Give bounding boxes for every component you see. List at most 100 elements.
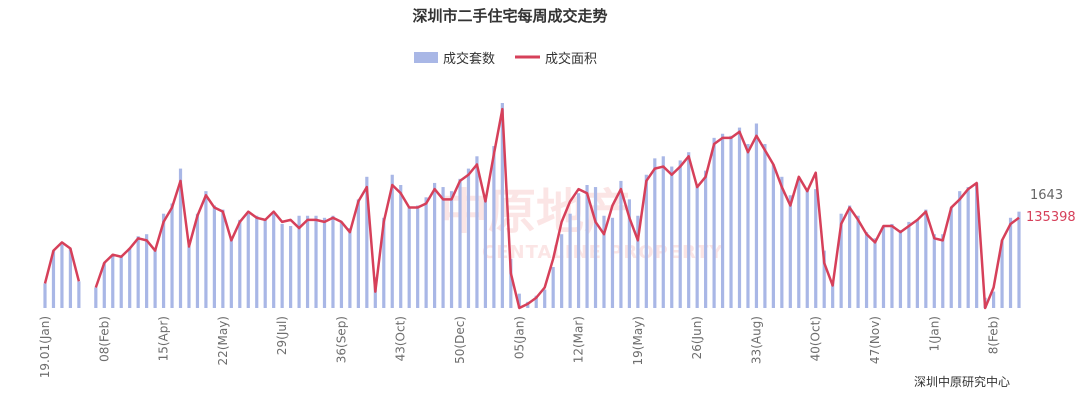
bar — [797, 178, 801, 308]
x-tick-label: 47(Nov) — [868, 316, 882, 364]
bar — [991, 291, 996, 308]
bar — [737, 127, 742, 308]
bar — [483, 197, 488, 308]
last-line-value-label: 135398 — [1026, 210, 1076, 225]
bar — [780, 176, 784, 308]
bar — [356, 199, 360, 308]
bar — [500, 103, 504, 308]
bar — [204, 191, 208, 308]
bar — [1017, 211, 1021, 308]
bar — [1000, 240, 1004, 308]
bar — [763, 144, 767, 308]
bar — [576, 193, 581, 308]
bar — [568, 213, 572, 308]
bar — [314, 215, 318, 308]
bar — [932, 234, 936, 308]
bar — [746, 144, 750, 308]
bar — [610, 217, 615, 308]
bar — [331, 215, 335, 308]
bar — [128, 248, 132, 308]
last-bar-value-label: 1643 — [1030, 188, 1063, 203]
bar — [407, 207, 411, 308]
bar — [788, 195, 792, 308]
bar — [619, 180, 623, 308]
bar — [94, 287, 98, 308]
bar — [898, 230, 903, 308]
bar — [670, 166, 674, 308]
x-tick-label: 1(Jan) — [927, 316, 941, 352]
bar — [187, 246, 191, 308]
bar — [687, 152, 691, 308]
bar — [416, 205, 420, 308]
bar — [102, 262, 106, 308]
bar — [458, 178, 462, 308]
bar — [305, 215, 310, 308]
bar — [297, 215, 301, 308]
bar — [111, 254, 115, 308]
bar — [864, 232, 869, 308]
bar — [255, 215, 259, 308]
bar — [704, 170, 708, 308]
bar — [873, 238, 877, 308]
legend[interactable]: 成交套数 成交面积 — [414, 51, 597, 67]
legend-item-line[interactable]: 成交面积 — [515, 51, 597, 67]
bar — [119, 256, 123, 308]
x-tick-label: 50(Dec) — [453, 316, 467, 364]
bar — [551, 267, 555, 308]
bar-series — [43, 103, 1021, 308]
bar — [399, 185, 403, 308]
bar — [593, 187, 598, 308]
legend-bar-swatch — [414, 52, 438, 63]
bar — [509, 258, 513, 308]
bar — [814, 189, 818, 308]
x-tick-label: 22(May) — [216, 316, 230, 365]
bar — [212, 205, 216, 308]
bar — [424, 197, 428, 308]
bar — [475, 156, 479, 308]
bar — [161, 213, 166, 308]
bar — [153, 248, 157, 308]
bar — [958, 191, 962, 308]
bar — [466, 168, 471, 308]
bar — [492, 146, 496, 308]
bar — [729, 135, 733, 308]
bar — [771, 164, 775, 308]
bar — [915, 219, 919, 308]
bar — [534, 295, 538, 308]
x-tick-label: 08(Feb) — [97, 316, 111, 362]
bar — [678, 160, 682, 308]
bar — [881, 226, 886, 308]
bar — [856, 215, 860, 308]
bar — [289, 226, 293, 308]
bar — [322, 217, 327, 308]
bar — [348, 228, 352, 308]
bar — [822, 250, 826, 308]
bar — [805, 189, 809, 308]
bar — [272, 213, 276, 308]
bar — [848, 205, 852, 308]
bar — [907, 221, 911, 308]
bar — [560, 234, 564, 308]
x-tick-label: 15(Apr) — [157, 316, 171, 361]
bar — [644, 174, 648, 308]
x-tick-label: 36(Sep) — [334, 316, 348, 363]
bar — [170, 203, 174, 308]
bar — [627, 199, 631, 308]
bar — [441, 187, 445, 308]
legend-item-bars[interactable]: 成交套数 — [414, 51, 495, 67]
bar — [229, 238, 233, 308]
bar — [1008, 217, 1013, 308]
bar — [195, 213, 200, 308]
bar — [695, 185, 699, 308]
bar — [712, 137, 716, 308]
chart-title: 深圳市二手住宅每周成交走势 — [412, 7, 607, 25]
bar — [221, 209, 225, 308]
x-tick-label: 40(Oct) — [809, 316, 823, 361]
bar — [720, 133, 725, 308]
bar — [246, 213, 250, 308]
legend-bar-label: 成交套数 — [443, 51, 495, 67]
bar — [924, 209, 928, 308]
bar — [585, 185, 589, 308]
bar — [966, 187, 970, 308]
